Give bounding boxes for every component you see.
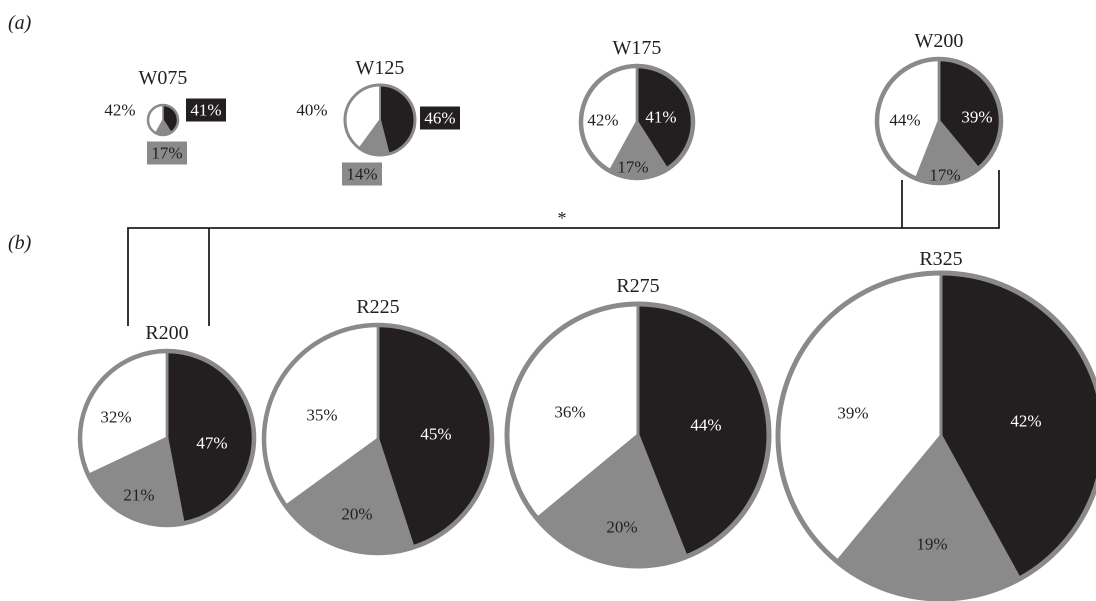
data-label-r325-black: 42% <box>1010 412 1041 431</box>
data-label-w125-white: 40% <box>296 101 327 120</box>
pie-outline-r225 <box>261 322 495 556</box>
pie-outline-w125 <box>343 83 417 157</box>
data-label-box-w125-black <box>420 106 460 130</box>
pie-outline-w175 <box>578 63 696 181</box>
bracket-line-connector <box>127 227 902 326</box>
pie-title-w075: W075 <box>139 67 188 89</box>
pie-w200: W200 39% 17% 44% <box>874 30 1004 186</box>
data-label-r325-grey: 19% <box>916 535 947 554</box>
data-label-w200-white: 44% <box>889 111 920 130</box>
pie-w125: W125 46% 14% 40% <box>296 57 460 186</box>
data-label-w125-grey: 14% <box>346 165 377 184</box>
significance-bracket: * <box>127 170 1000 326</box>
data-label-box-w075-grey <box>147 141 187 165</box>
pie-title-r200: R200 <box>145 322 188 344</box>
significance-marker: * <box>558 208 567 228</box>
data-label-w200-grey: 17% <box>929 166 960 185</box>
data-label-w175-grey: 17% <box>617 158 648 177</box>
data-label-r325-white: 39% <box>837 404 868 423</box>
data-label-r200-white: 32% <box>100 408 131 427</box>
data-label-r225-black: 45% <box>420 425 451 444</box>
data-label-r200-grey: 21% <box>123 486 154 505</box>
pie-title-w200: W200 <box>915 30 964 52</box>
panel-label-a: (a) <box>8 12 32 34</box>
pie-outline-r200 <box>77 348 257 528</box>
data-label-w200-black: 39% <box>961 108 992 127</box>
pie-outline-r325 <box>775 270 1096 601</box>
data-label-w125-black: 46% <box>424 109 455 128</box>
pie-r225: R225 45% 20% 35% <box>261 296 495 556</box>
pie-title-w175: W175 <box>613 37 662 59</box>
data-label-r275-black: 44% <box>690 416 721 435</box>
data-label-box-w125-grey <box>342 162 382 186</box>
data-label-w075-grey: 17% <box>151 144 182 163</box>
data-label-r200-black: 47% <box>196 434 227 453</box>
pie-r275: R275 44% 20% 36% <box>504 275 772 569</box>
data-label-w175-black: 41% <box>645 108 676 127</box>
pie-title-w125: W125 <box>356 57 405 79</box>
pie-title-r275: R275 <box>616 275 659 297</box>
pie-outline-w200 <box>874 56 1004 186</box>
data-label-w075-black: 41% <box>190 101 221 120</box>
data-label-r225-grey: 20% <box>341 505 372 524</box>
data-label-r275-grey: 20% <box>606 518 637 537</box>
data-label-w175-white: 42% <box>587 111 618 130</box>
data-label-r225-white: 35% <box>306 406 337 425</box>
pie-outline-r275 <box>504 301 772 569</box>
pie-w175: W175 41% 17% 42% <box>578 37 696 181</box>
pie-title-r225: R225 <box>356 296 399 318</box>
pie-outline-w075 <box>146 103 180 137</box>
panel-label-b: (b) <box>8 232 32 254</box>
pie-r200: R200 47% 21% 32% <box>77 322 257 528</box>
data-label-r275-white: 36% <box>554 403 585 422</box>
data-label-box-w075-black <box>186 98 226 122</box>
pie-title-r325: R325 <box>919 248 962 270</box>
data-label-w075-white: 42% <box>104 101 135 120</box>
pie-charts: W07541%17%42%W12546%14%40%W17541%17%42%W… <box>77 30 1096 601</box>
pie-r325: R325 42% 19% 39% <box>775 248 1096 601</box>
bracket-line-w200 <box>901 170 1000 229</box>
